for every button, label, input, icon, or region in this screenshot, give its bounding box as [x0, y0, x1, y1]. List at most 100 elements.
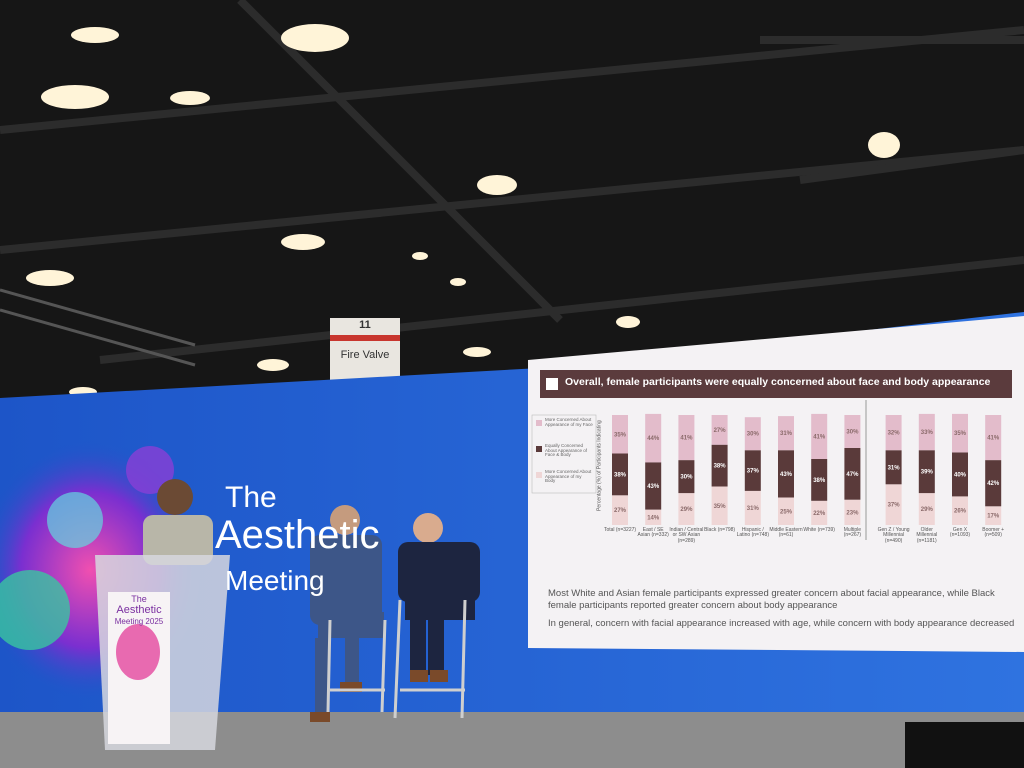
x-tick-label: Gen X (n=1093): [949, 527, 971, 539]
value-label: 42%: [987, 481, 1000, 487]
bar-segment: [885, 484, 902, 525]
x-tick-label: Total (n=3227): [603, 527, 637, 533]
bar-segment: [612, 495, 628, 525]
monitor: [905, 722, 1024, 768]
bar-segment: [811, 459, 828, 501]
bar-segment: [612, 415, 628, 454]
x-tick-label: Hispanic / Latino (n=748): [736, 527, 769, 539]
value-label: 43%: [780, 472, 793, 478]
bar-segment: [844, 499, 861, 525]
value-label: 22%: [813, 511, 826, 517]
bar-segment: [985, 415, 1002, 461]
panelist-2: [398, 513, 480, 682]
bar-segment: [985, 460, 1002, 507]
value-label: 23%: [846, 510, 859, 516]
value-label: 47%: [846, 472, 859, 478]
x-tick-label: Older Millennial (n=1181): [916, 527, 938, 544]
stools: [326, 599, 467, 719]
bar-segment: [885, 415, 902, 451]
value-label: 38%: [813, 478, 826, 484]
value-label: 39%: [921, 470, 934, 476]
bar-segment: [918, 413, 935, 451]
bar-segment: [645, 462, 662, 510]
legend-swatch: [536, 472, 542, 478]
value-label: 27%: [614, 508, 627, 514]
x-tick-label: Middle Eastern (n=61): [769, 527, 803, 539]
value-label: 32%: [888, 431, 901, 437]
panelist-1: [310, 505, 384, 722]
value-label: 35%: [954, 431, 967, 437]
value-label: 31%: [888, 465, 901, 471]
bar-segment: [744, 490, 761, 525]
podium-art: [116, 624, 160, 680]
value-label: 37%: [888, 503, 901, 509]
bar-segment: [778, 450, 794, 498]
podium-logo: The: [131, 594, 147, 604]
value-label: 31%: [747, 506, 760, 512]
bar-segment: [711, 415, 728, 445]
x-tick-label: Gen Z / Young Millennial (n=490): [877, 527, 910, 544]
bar-segment: [918, 493, 935, 525]
venue-sign-text: Fire Valve: [340, 349, 390, 361]
y-axis-label: Percentage (%) of Participants Indicatin…: [596, 420, 603, 511]
bar-segment: [678, 493, 695, 525]
value-label: 31%: [780, 431, 793, 437]
slide: [528, 316, 1024, 652]
value-label: 41%: [680, 436, 693, 442]
value-label: 38%: [614, 472, 627, 478]
legend-box: [531, 414, 597, 494]
value-label: 33%: [921, 430, 934, 436]
value-label: 35%: [614, 432, 627, 438]
podium-logo: Meeting 2025: [114, 617, 164, 626]
value-label: 25%: [780, 509, 793, 515]
value-label: 29%: [680, 507, 693, 513]
bar-segment: [952, 452, 968, 497]
x-tick-label: Boomer + (n=509): [982, 527, 1005, 539]
bar-segment: [645, 413, 662, 463]
speaker-woman: [143, 479, 213, 565]
legend-label: More Concerned About Appearance of my Bo…: [545, 469, 592, 484]
bar-segment: [678, 415, 695, 461]
value-label: 37%: [747, 469, 760, 475]
bar-segment: [844, 415, 861, 448]
bar-segment: [811, 413, 828, 459]
bar-segment: [744, 417, 761, 451]
value-label: 43%: [647, 484, 660, 490]
x-tick-label: White (n=739): [803, 527, 835, 533]
value-label: 41%: [813, 434, 826, 440]
legend-swatch: [536, 420, 542, 426]
slide-title: Overall, female participants were equall…: [565, 376, 991, 388]
value-label: 27%: [714, 428, 727, 434]
legend-swatch: [536, 446, 542, 452]
value-label: 30%: [747, 432, 760, 438]
ceiling-lights: [26, 24, 900, 397]
bar-segment: [985, 506, 1002, 525]
value-label: 41%: [987, 436, 1000, 442]
ceiling-beams: [0, 0, 1024, 364]
legend-label: More Concerned About Appearance of my Fa…: [545, 417, 593, 427]
coral-art: [0, 570, 70, 650]
bar-segment: [678, 460, 695, 494]
venue-sign-stripe: [330, 335, 400, 341]
x-tick-label: Multiple (n=267): [843, 527, 862, 539]
slide-title-bar: [540, 370, 1012, 398]
podium-logo: Aesthetic: [116, 604, 162, 616]
bar-segment: [844, 448, 861, 500]
value-label: 44%: [647, 436, 660, 442]
bar-segment: [612, 453, 628, 496]
venue-sign: [330, 318, 400, 382]
bar-segment: [711, 444, 728, 487]
value-label: 35%: [714, 504, 727, 510]
legend-label: Equally Concerned About Appearance of Fa…: [545, 443, 588, 458]
x-tick-label: Black (n=798): [704, 527, 736, 533]
backdrop-logo: Meeting: [225, 565, 325, 596]
slide-icon: [546, 378, 558, 390]
value-label: 26%: [954, 509, 967, 515]
value-label: 40%: [954, 472, 967, 478]
coral-art: [47, 492, 103, 548]
slide-bullet: Most White and Asian female participants…: [548, 588, 995, 611]
value-label: 38%: [714, 464, 727, 470]
bar-segment: [711, 486, 728, 525]
